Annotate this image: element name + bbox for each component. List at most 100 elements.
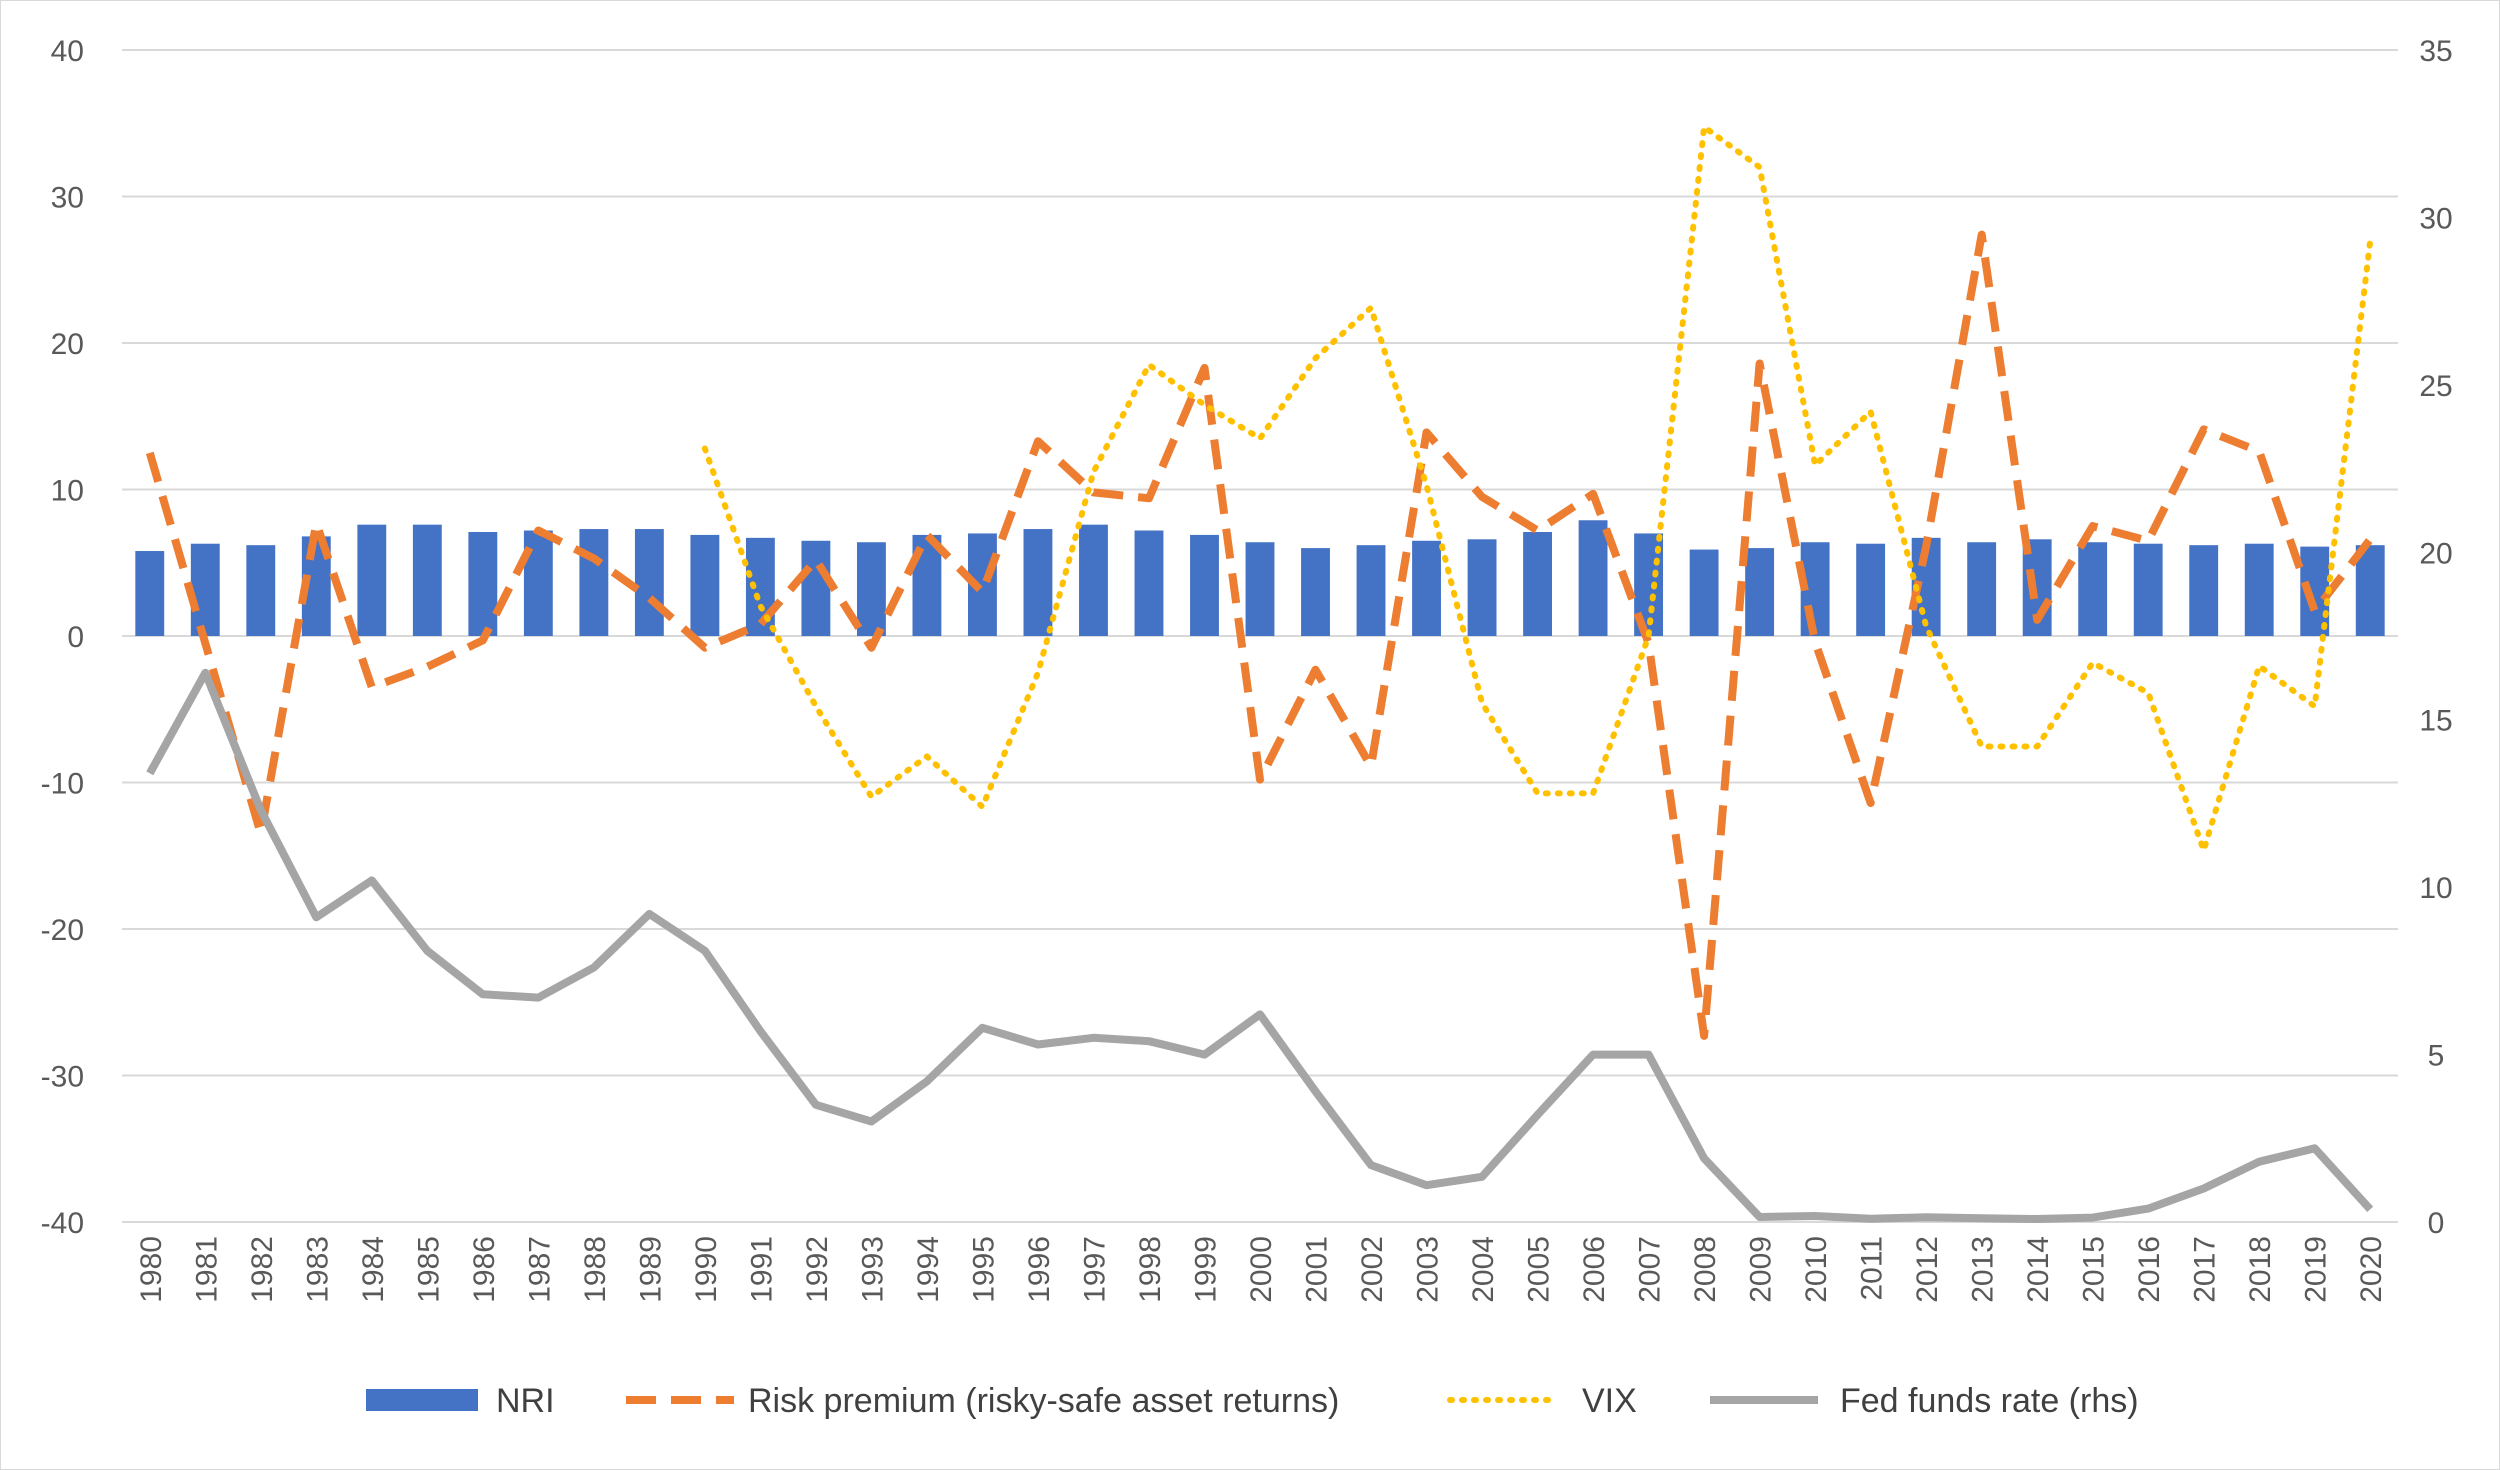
y-tick-label: -10 [41,768,84,801]
x-tick-label: 2002 [1356,1236,1389,1303]
x-tick-label: 2005 [1523,1236,1556,1303]
y2-tick-label: 10 [2419,872,2452,905]
nri-bar [246,545,276,636]
y-tick-label: 40 [51,35,84,68]
legend-label: NRI [496,1382,555,1420]
nri-bar [468,531,498,636]
x-tick-label: 2007 [1634,1236,1667,1303]
y-tick-label: -30 [41,1061,84,1094]
x-tick-label: 2016 [2133,1236,2166,1303]
x-tick-label: 2017 [2189,1236,2222,1303]
x-tick-label: 2013 [1967,1236,2000,1303]
x-tick-label: 2000 [1245,1236,1278,1303]
nri-bar [1301,548,1330,636]
x-tick-label: 1981 [190,1236,223,1303]
nri-bar [1356,545,1386,636]
y-tick-label: 20 [51,328,84,361]
nri-bar [2244,543,2274,636]
legend-label: VIX [1582,1382,1637,1420]
nri-bar [357,524,387,636]
nri-bar [690,534,720,636]
nri-bar [135,551,165,636]
y-tick-label: 0 [67,621,84,654]
x-tick-label: 1999 [1189,1236,1222,1303]
nri-bar [1467,539,1497,636]
x-tick-label: 2012 [1911,1236,1944,1303]
y2-tick-label: 30 [2419,202,2452,235]
x-tick-label: 1986 [468,1236,501,1303]
nri-bar [2078,542,2108,636]
x-tick-label: 1993 [856,1236,889,1303]
nri-bar [190,543,220,636]
nri-bar [2133,543,2163,636]
line-series [145,124,2374,1223]
x-tick-label: 1984 [357,1236,390,1303]
risk-premium-line [145,230,2374,1040]
x-tick-label: 1996 [1023,1236,1056,1303]
x-tick-label: 1990 [690,1236,723,1303]
x-tick-label: 1982 [246,1236,279,1303]
x-tick-label: 2001 [1301,1236,1334,1303]
x-tick-label: 2018 [2244,1236,2277,1303]
y-tick-label: -40 [41,1207,84,1240]
y-tick-label: 30 [51,182,84,215]
x-tick-label: 1992 [801,1236,834,1303]
x-tick-label: 1987 [523,1236,556,1303]
nri-bar [1134,530,1164,636]
nri-bar [412,524,442,636]
x-tick-label: 1988 [579,1236,612,1303]
x-tick-label: 2010 [1800,1236,1833,1303]
nri-bar [1023,529,1053,636]
legend-label: Fed funds rate (rhs) [1840,1382,2139,1420]
y2-tick-label: 25 [2419,370,2452,403]
nri-bar [579,529,609,636]
legend: NRI Risk premium (risky-safe asset return… [366,1382,2139,1420]
nri-bar [1245,542,1275,636]
y2-tick-label: 5 [2428,1040,2445,1073]
nri-bar [1578,520,1608,636]
nri-bar [1745,548,1775,636]
x-tick-label: 1989 [634,1236,667,1303]
nri-bar [856,542,886,636]
fed-funds-line [146,668,2374,1223]
x-tick-label: 1995 [967,1236,1000,1303]
x-tick-label: 1983 [301,1236,334,1303]
x-tick-label: 1985 [412,1236,445,1303]
x-tick-label: 1994 [912,1236,945,1303]
x-tick-label: 2014 [2022,1236,2055,1303]
y2-tick-label: 15 [2419,705,2452,738]
x-tick-label: 2004 [1467,1236,1500,1303]
nri-bars [135,520,2385,636]
nri-bar [1523,531,1552,636]
nri-bar [1412,540,1441,636]
x-tick-label: 2015 [2078,1236,2111,1303]
x-tick-label: 1980 [135,1236,168,1303]
nri-bar [1689,549,1719,636]
x-tick-label: 2009 [1745,1236,1778,1303]
nri-bar [1967,542,1997,636]
nri-bar [1856,543,1886,636]
nri-bar [801,540,831,636]
nri-bar [634,529,664,636]
y2-tick-label: 0 [2428,1207,2445,1240]
x-tick-label: 2019 [2300,1236,2333,1303]
x-tick-label: 2011 [1856,1236,1889,1301]
x-tick-label: 1998 [1134,1236,1167,1303]
nri-bar [2355,545,2385,636]
legend-swatch-nri [366,1389,478,1411]
x-tick-label: 2020 [2355,1236,2388,1303]
x-tick-label: 2008 [1689,1236,1722,1303]
y-tick-label: 10 [51,475,84,508]
nri-bar [1190,534,1219,636]
x-tick-label: 1991 [745,1236,778,1303]
nri-bar [1079,524,1108,636]
legend-label: Risk premium (risky-safe asset returns) [748,1382,1339,1420]
y2-tick-label: 20 [2419,537,2452,570]
nri-bar [523,530,553,636]
y-tick-label: -20 [41,914,84,947]
nri-bar [2189,545,2219,636]
x-tick-label: 2003 [1412,1236,1445,1303]
